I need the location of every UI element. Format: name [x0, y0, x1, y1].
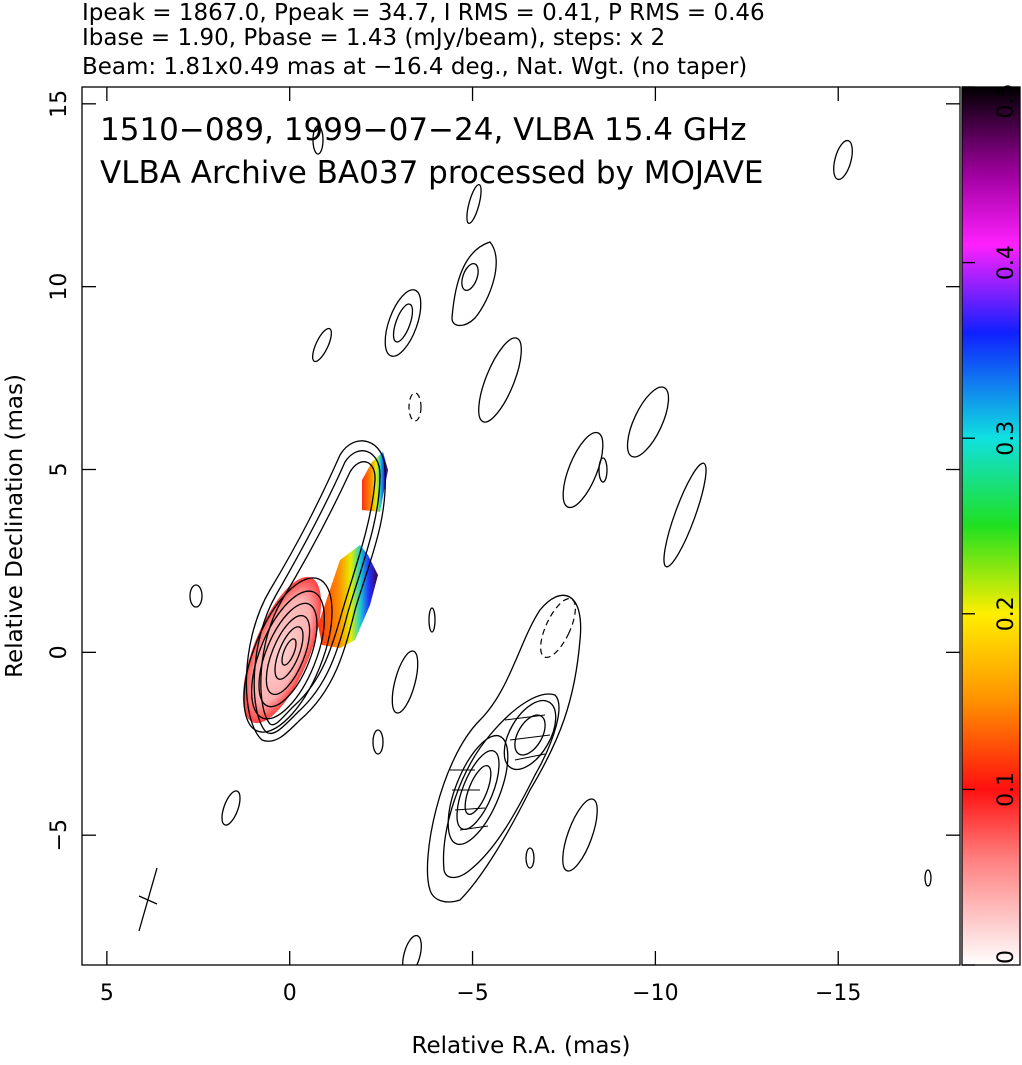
header-line: Ibase = 1.90, Pbase = 1.43 (mJy/beam), s…	[82, 25, 665, 51]
x-tick-label: 5	[100, 981, 114, 1006]
y-tick-label: 15	[47, 90, 72, 118]
colorbar-tick-label: 0.5	[994, 84, 1019, 119]
plot-frame	[81, 86, 961, 966]
colorbar	[961, 86, 1021, 966]
y-tick-label: 10	[47, 273, 72, 301]
noise-contours	[189, 125, 932, 965]
annotation: 1510−089, 1999−07−24, VLBA 15.4 GHz	[100, 112, 746, 148]
y-axis-label: Relative Declination (mas)	[2, 374, 28, 678]
pol-core	[242, 576, 322, 724]
pol-jet	[318, 545, 378, 648]
axes: 5 0 −5 −10 −15 −5 0 5 10 15 0 0.1 0.2 0.3 0.4 0.5	[47, 84, 1019, 1007]
y-tick-label: −5	[47, 819, 72, 851]
header-line: Ipeak = 1867.0, Ppeak = 34.7, I RMS = 0.…	[82, 0, 765, 26]
colorbar-tick-label: 0.2	[994, 596, 1019, 631]
y-tick-label: 5	[47, 463, 72, 477]
x-tick-label: −10	[632, 981, 678, 1006]
x-axis-label: Relative R.A. (mas)	[412, 1033, 631, 1059]
annotation: VLBA Archive BA037 processed by MOJAVE	[100, 155, 764, 191]
x-tick-label: 0	[283, 981, 297, 1006]
south-contours	[426, 594, 582, 903]
colorbar-tick-label: 0.4	[994, 245, 1019, 280]
colorbar-tick-label: 0.1	[994, 772, 1019, 807]
y-tick-label: 0	[47, 645, 72, 659]
core-contours	[243, 440, 386, 742]
colorbar-tick-label: 0	[994, 950, 1019, 964]
x-tick-label: −15	[815, 981, 861, 1006]
x-tick-label: −5	[456, 981, 488, 1006]
map: 1510−089, 1999−07−24, VLBA 15.4 GHz VLBA…	[100, 112, 932, 965]
header: Ipeak = 1867.0, Ppeak = 34.7, I RMS = 0.…	[82, 0, 765, 80]
beam	[138, 867, 158, 932]
colorbar-tick-label: 0.3	[994, 421, 1019, 456]
header-line: Beam: 1.81x0.49 mas at −16.4 deg., Nat. …	[82, 54, 747, 80]
